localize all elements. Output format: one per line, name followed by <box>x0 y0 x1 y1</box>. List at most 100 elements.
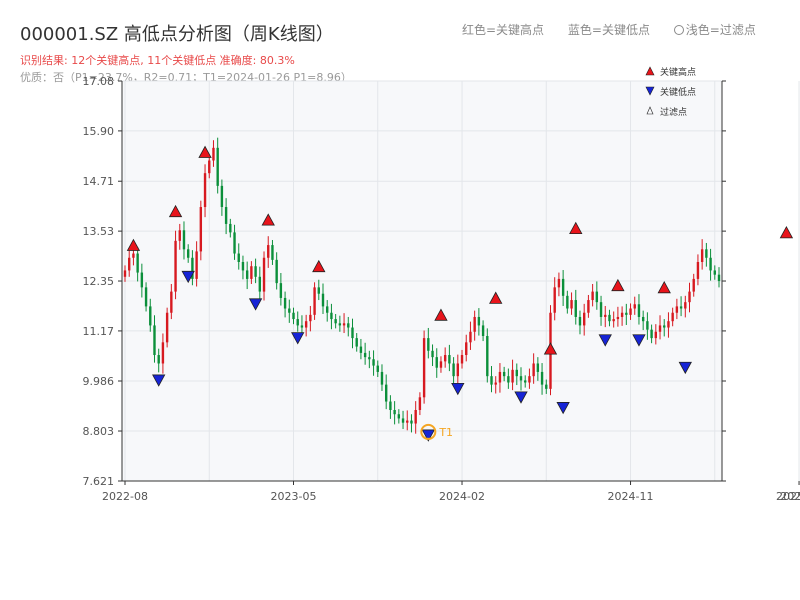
candle-body <box>216 147 219 186</box>
key-low-marker <box>632 334 646 347</box>
candle-body <box>713 270 716 275</box>
key-high-marker <box>312 259 326 273</box>
candle-body <box>380 371 384 385</box>
candle-body <box>237 253 240 262</box>
key-high-marker <box>198 145 212 158</box>
y-tick-label: 11.17 <box>83 325 115 338</box>
candle-body <box>633 304 636 309</box>
candle-body <box>300 325 304 328</box>
candle-body <box>448 355 451 364</box>
candle-body <box>195 251 198 279</box>
candle-body <box>599 302 603 317</box>
candle-body <box>296 319 299 326</box>
legend-filtered-icon <box>646 106 654 115</box>
candle-body <box>178 230 181 241</box>
candle-body <box>406 420 409 423</box>
candle-body <box>625 312 628 315</box>
candle-body <box>439 361 443 368</box>
candle-body <box>431 350 434 358</box>
candle-body <box>136 253 139 273</box>
candle-body <box>140 272 144 288</box>
candle-body <box>397 414 401 419</box>
candle-body <box>393 409 396 415</box>
x-tick-label: 2023-05 <box>271 490 317 503</box>
key-low-marker <box>181 270 195 284</box>
key-high-marker <box>611 278 625 292</box>
candle-body <box>705 249 708 258</box>
candle-body <box>435 357 438 368</box>
candle-body <box>347 323 350 328</box>
candle-body <box>170 291 173 313</box>
y-tick-label: 9.986 <box>83 375 115 388</box>
candle-body <box>368 357 371 360</box>
x-tick-label: 2022-08 <box>102 490 148 503</box>
candle-body <box>414 409 417 424</box>
candle-body <box>422 338 426 398</box>
candle-body <box>469 331 472 343</box>
candle-body <box>570 300 573 309</box>
candle-body <box>342 323 346 326</box>
candle-body <box>208 160 211 174</box>
y-tick-label: 14.71 <box>83 175 115 188</box>
candle-body <box>700 249 704 262</box>
candle-body <box>654 331 658 339</box>
candle-body <box>174 240 177 292</box>
legend-red-text: 红色=关键高点 <box>462 23 545 37</box>
key-low-marker <box>678 361 692 375</box>
candle-body <box>553 287 556 313</box>
key-low-marker <box>556 402 570 415</box>
y-tick-label: 15.90 <box>83 125 115 138</box>
legend-light-text: 浅色=过滤点 <box>685 23 756 37</box>
candle-body <box>165 312 169 343</box>
candle-body <box>376 365 379 372</box>
candle-body <box>684 302 687 309</box>
candle-body <box>696 261 700 279</box>
key-low-marker <box>421 429 435 442</box>
candle-body <box>452 363 455 377</box>
candle-body <box>250 266 253 279</box>
candle-body <box>186 249 190 258</box>
key-low-marker <box>451 382 465 396</box>
color-legend: 红色=关键高点 蓝色=关键低点 浅色=过滤点 <box>462 21 776 38</box>
key-low-marker <box>598 334 612 347</box>
candle-body <box>481 325 485 336</box>
candle-body <box>326 306 329 313</box>
x-tick-label: 2025-07 <box>776 490 800 503</box>
candle-body <box>540 371 544 385</box>
candle-body <box>410 420 413 424</box>
y-tick-label: 8.803 <box>83 425 115 438</box>
candle-body <box>313 287 316 315</box>
key-low-marker <box>514 391 528 404</box>
candle-body <box>620 312 624 317</box>
candle-body <box>591 291 594 301</box>
candle-body <box>524 380 527 383</box>
circle-icon <box>673 25 684 35</box>
candle-body <box>132 253 135 258</box>
candle-body <box>608 314 611 322</box>
candle-body <box>363 352 367 358</box>
candle-body <box>604 314 607 317</box>
candle-body <box>389 401 392 410</box>
candle-body <box>334 319 337 324</box>
candle-body <box>321 293 325 307</box>
candle-body <box>317 287 320 294</box>
candle-body <box>351 327 354 339</box>
candle-body <box>486 335 489 377</box>
candle-body <box>473 316 476 332</box>
y-tick-label: 12.35 <box>83 275 115 288</box>
key-low-marker <box>291 332 305 345</box>
key-low-marker <box>152 374 166 387</box>
candle-body <box>646 321 649 330</box>
candle-body <box>384 384 388 402</box>
candle-body <box>515 369 518 377</box>
candle-body <box>566 295 569 309</box>
candle-body <box>456 363 460 377</box>
legend-filtered-label: 过滤点 <box>660 106 687 118</box>
candle-body <box>629 308 632 315</box>
candle-body <box>498 371 502 383</box>
candle-body <box>528 376 531 383</box>
candle-body <box>667 321 670 328</box>
candle-body <box>355 338 358 347</box>
candle-body <box>262 257 266 292</box>
